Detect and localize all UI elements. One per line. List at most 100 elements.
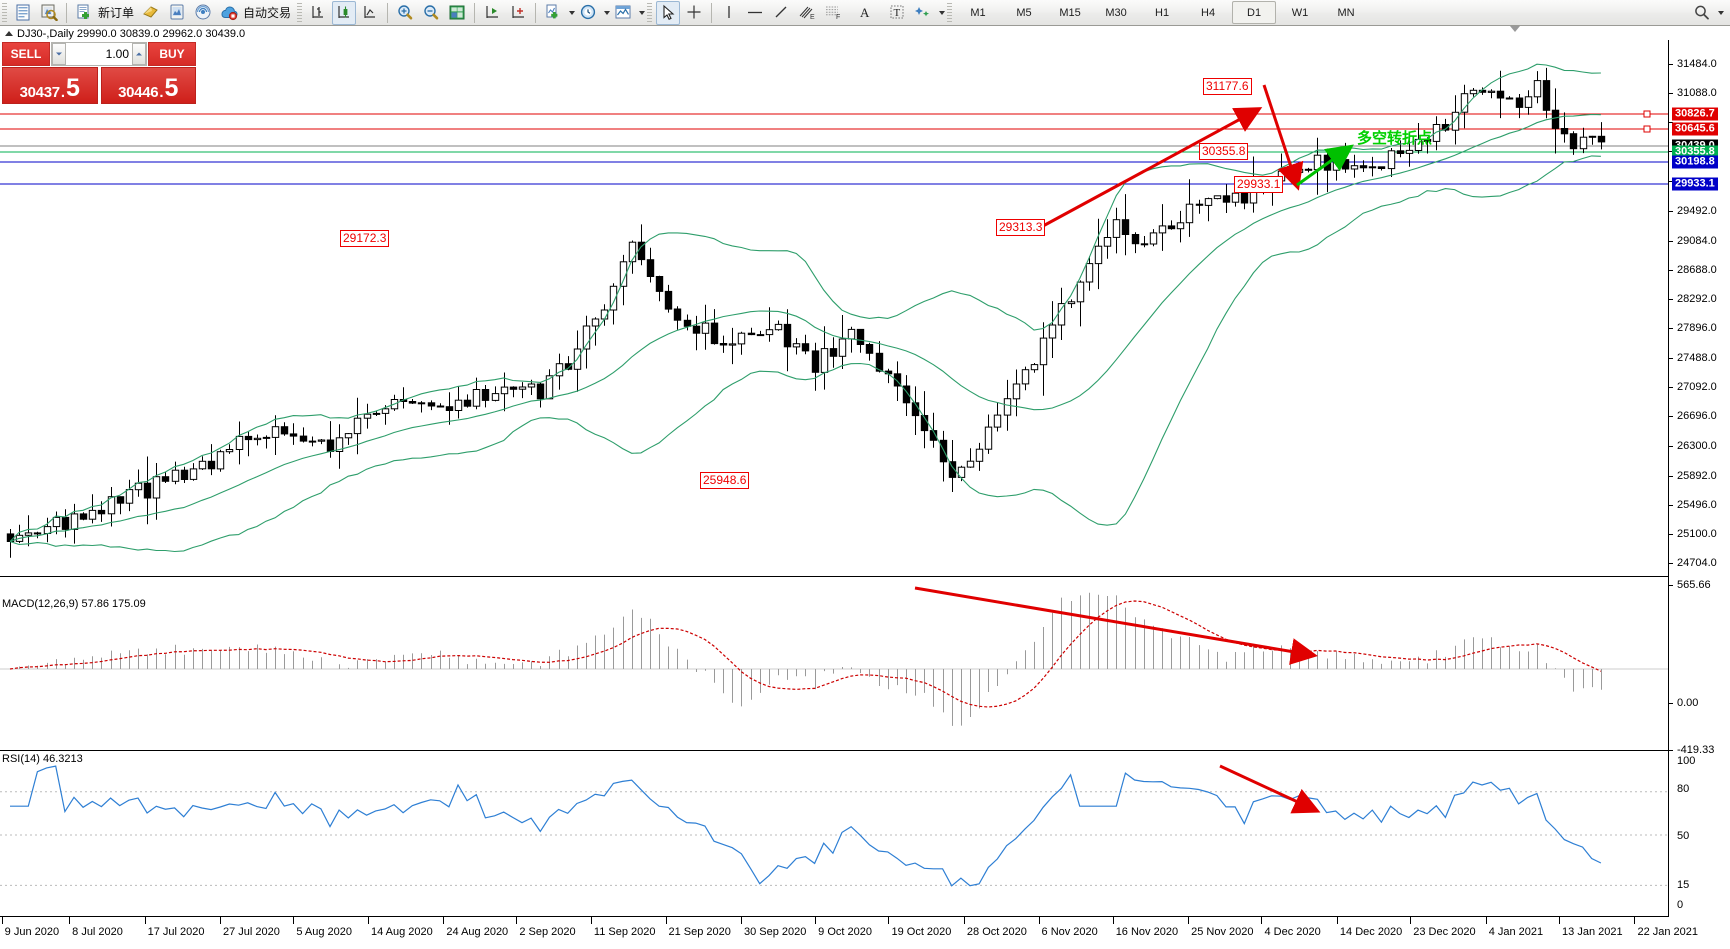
one-click-trading-panel: SELL 1.00 BUY 30437 . 5 30446 . 5	[2, 42, 196, 104]
autotrading-icon[interactable]	[217, 1, 241, 25]
timeframe-m30[interactable]: M30	[1105, 6, 1127, 19]
price-level-badge[interactable]: 30198.8	[1672, 155, 1718, 169]
macd-pane[interactable]	[0, 577, 1668, 751]
time-tick-label: 8 Jul 2020	[72, 926, 123, 938]
timeframe-h1[interactable]: H1	[1155, 6, 1170, 19]
time-tick	[144, 917, 146, 924]
price-level-badge[interactable]: 29933.1	[1672, 177, 1718, 191]
time-tick-label: 9 Jun 2020	[4, 926, 60, 938]
periodicity-dropdown-caret[interactable]	[604, 10, 611, 15]
price-level-badge[interactable]: 30645.6	[1672, 122, 1718, 136]
toolbar-grip-4[interactable]	[947, 2, 953, 23]
toolbar-grip-3[interactable]	[647, 2, 653, 23]
bar-chart-icon[interactable]	[306, 1, 330, 25]
price-tick-label: 24704.0	[1677, 557, 1717, 569]
chart-shift-icon[interactable]	[480, 1, 504, 25]
chart-symbol-header: DJ30-,Daily 29990.0 30839.0 29962.0 3043…	[0, 27, 245, 40]
price-tick	[1669, 533, 1673, 535]
timeframe-m5[interactable]: M5	[1016, 6, 1032, 19]
zoom-out-icon[interactable]	[419, 1, 443, 25]
chart-annotation-label[interactable]: 25948.6	[700, 472, 750, 489]
timeframe-h4[interactable]: H4	[1201, 6, 1216, 19]
price-level-badge[interactable]: 30355.8	[1672, 145, 1718, 159]
price-tick	[1669, 240, 1673, 242]
templates-icon[interactable]	[611, 1, 635, 25]
toolbar-grip[interactable]	[2, 2, 7, 23]
add-indicator-icon[interactable]	[541, 1, 565, 25]
volume-decrease-button[interactable]	[52, 43, 66, 65]
svg-text:T: T	[894, 7, 901, 19]
auto-scroll-icon[interactable]	[506, 1, 530, 25]
time-tick-label: 16 Nov 2020	[1115, 926, 1179, 938]
cursor-icon[interactable]	[656, 0, 681, 25]
chart-annotation-label[interactable]: 31177.6	[1203, 78, 1252, 95]
sell-price-box[interactable]: 30437 . 5	[2, 67, 98, 104]
time-tick-label: 17 Jul 2020	[147, 926, 205, 938]
objects-list-icon[interactable]	[911, 1, 935, 25]
price-tick-label: 27092.0	[1677, 381, 1717, 394]
price-tick-label: 28688.0	[1677, 263, 1717, 276]
sell-button[interactable]: SELL	[2, 42, 50, 66]
volume-stepper[interactable]: 1.00	[51, 42, 147, 66]
toolbar-separator-4	[535, 2, 537, 23]
text-tool-icon[interactable]: A	[847, 1, 883, 25]
buy-button[interactable]: BUY	[148, 42, 196, 66]
timeframe-m15[interactable]: M15	[1059, 6, 1081, 19]
horizontal-line-icon[interactable]	[743, 1, 767, 25]
trendline-icon[interactable]	[769, 1, 793, 25]
timeframe-group: M1 M5 M15 M30 H1 H4 D1 W1 MN	[955, 1, 1369, 24]
chart-annotation-label[interactable]: 29172.3	[340, 230, 390, 247]
volume-increase-button[interactable]	[132, 43, 146, 65]
price-level-badge[interactable]: 30826.7	[1672, 107, 1718, 121]
price-tick-label: 25496.0	[1677, 498, 1717, 511]
data-window-icon[interactable]	[165, 1, 189, 25]
time-tick	[1112, 917, 1114, 924]
chart-annotation-label[interactable]: 29313.3	[996, 219, 1046, 236]
experts-icon[interactable]	[139, 1, 163, 25]
chart-annotation-label[interactable]: 29933.1	[1234, 176, 1284, 193]
price-tick	[1669, 445, 1673, 447]
crosshair-icon[interactable]	[682, 1, 706, 25]
fibonacci-icon[interactable]: F	[821, 1, 845, 25]
chart-area[interactable]: MACD(12,26,9) 57.86 175.09 RSI(14) 46.32…	[0, 26, 1730, 949]
price-pane[interactable]	[0, 40, 1668, 577]
chinese-annotation-note[interactable]: 多空转折点	[1357, 129, 1433, 147]
price-scale[interactable]: 31484.0 31088.0 29492.0 29084.0 28688.0 28292…	[1668, 40, 1730, 917]
templates-dropdown-caret[interactable]	[639, 10, 646, 15]
text-label-icon[interactable]: T	[885, 1, 909, 25]
timeframe-d1[interactable]: D1	[1232, 1, 1277, 24]
line-chart-icon[interactable]	[358, 1, 382, 25]
chart-annotation-label[interactable]: 30355.8	[1199, 143, 1249, 160]
timeframe-w1[interactable]: W1	[1291, 6, 1309, 19]
macd-indicator-label: MACD(12,26,9) 57.86 175.09	[2, 598, 146, 610]
timeframe-m1[interactable]: M1	[970, 6, 986, 19]
toolbar-grip-2[interactable]	[297, 2, 303, 23]
tile-windows-icon[interactable]	[445, 1, 469, 25]
candlestick-chart-icon[interactable]	[332, 0, 357, 25]
navigator-icon[interactable]	[37, 1, 61, 25]
terminal-icon[interactable]	[11, 1, 35, 25]
search-icon[interactable]	[1690, 1, 1714, 25]
add-indicator-dropdown-caret[interactable]	[569, 10, 576, 15]
price-tick	[1669, 93, 1673, 95]
autotrading-label: 自动交易	[243, 6, 292, 20]
buy-price-box[interactable]: 30446 . 5	[100, 67, 196, 104]
search-dropdown-caret[interactable]	[1718, 10, 1724, 15]
zoom-in-icon[interactable]	[393, 1, 417, 25]
timeframe-mn[interactable]: MN	[1337, 6, 1355, 19]
rsi-pane[interactable]	[0, 751, 1668, 917]
periodicity-clock-icon[interactable]	[576, 1, 600, 25]
objects-dropdown-caret[interactable]	[939, 10, 946, 15]
macd-svg	[0, 592, 1668, 726]
chart-collapse-triangle-icon[interactable]	[5, 31, 13, 36]
price-tick-label: 29084.0	[1677, 234, 1717, 247]
vertical-line-icon[interactable]	[717, 1, 741, 25]
new-order-icon[interactable]	[72, 1, 96, 25]
equidistant-channel-icon[interactable]: E	[795, 1, 819, 25]
volume-value[interactable]: 1.00	[66, 43, 132, 65]
rsi-scale-label: 80	[1677, 783, 1690, 795]
signals-icon[interactable]	[191, 1, 215, 25]
rsi-svg	[0, 765, 1668, 887]
time-tick	[516, 917, 518, 924]
time-tick-label: 9 Oct 2020	[818, 926, 872, 938]
